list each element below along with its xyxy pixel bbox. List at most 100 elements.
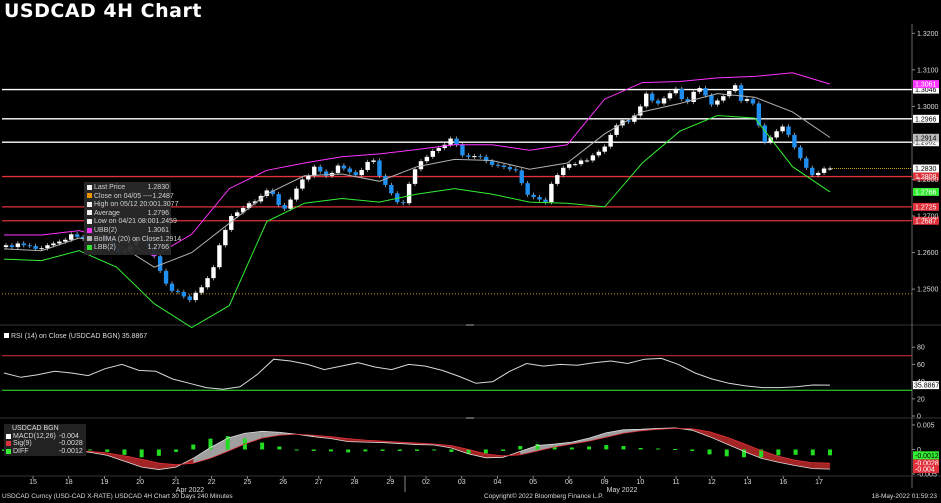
macd-signal-fill <box>107 452 125 462</box>
price-legend-value: 1.2796 <box>147 209 169 217</box>
bollinger-mid-line <box>3 93 831 268</box>
price-legend-row: UBB(2) 1.3061 <box>87 227 169 236</box>
candle-body <box>395 193 400 203</box>
price-tag <box>913 133 939 142</box>
candle-body <box>555 175 560 184</box>
macd-hist-bar <box>690 449 695 451</box>
macd-tag-label: -0.004 <box>915 467 935 474</box>
macd-hist-bar <box>174 449 179 452</box>
price-legend-value: 1.2766 <box>147 244 169 252</box>
candle-body <box>229 216 234 230</box>
macd-legend-value: -0.0012 <box>59 447 83 455</box>
price-tag-label: 1.2830 <box>915 166 937 173</box>
price-legend-label: Low on 04/21 08:00 <box>87 218 156 227</box>
candle-body <box>596 151 602 156</box>
macd-tag-label: -0.0012 <box>915 453 939 460</box>
candle-body <box>175 290 181 293</box>
candle-body <box>264 190 270 196</box>
candle-body <box>673 88 679 94</box>
candle-body <box>602 146 607 152</box>
price-legend-row: Low on 04/21 08:00 1.2459 <box>87 218 177 227</box>
candle-body <box>667 93 673 99</box>
candle-body <box>727 91 732 97</box>
y-tick-label: 1.2800 <box>917 177 939 184</box>
y-tick-label: 1.3200 <box>917 31 939 38</box>
x-tick-label: 10 <box>636 479 644 486</box>
x-tick-label: 21 <box>172 479 180 486</box>
candle-body <box>549 183 554 203</box>
candle-body <box>347 168 353 173</box>
price-legend-value: 1.2914 <box>159 235 182 243</box>
candle-body <box>15 243 21 248</box>
x-tick-label: 29 <box>386 479 394 486</box>
price-tag-label: 1.2808 <box>915 174 937 181</box>
macd-line <box>3 427 831 470</box>
candle-body <box>750 99 756 104</box>
macd-signal-fill <box>743 443 762 459</box>
candle-body <box>655 100 661 104</box>
price-legend-label-text: BollMA (20) on Close <box>94 235 160 243</box>
candle-body <box>519 170 524 184</box>
macd-legend-value: -0.0028 <box>59 440 83 448</box>
candle-body <box>590 155 596 161</box>
price-legend-value: 1.2459 <box>155 218 177 226</box>
candle-body <box>572 164 578 166</box>
macd-hist-bar <box>707 449 712 455</box>
macd-signal-fill <box>262 431 280 439</box>
candle-body <box>501 165 507 168</box>
x-month-label: May 2022 <box>607 487 638 494</box>
candle-body <box>644 93 649 107</box>
price-tag-label: 1.2914 <box>915 135 937 142</box>
price-legend-row: Average 1.2796 <box>87 210 169 219</box>
macd-tag-label: -0.0028 <box>915 461 939 468</box>
rsi-y-tick-label: 80 <box>917 345 925 352</box>
candle-body <box>537 197 542 200</box>
candle-body <box>39 248 44 250</box>
macd-signal-fill <box>537 444 555 451</box>
candle-body <box>798 147 803 159</box>
candle-body <box>614 125 619 135</box>
legend-swatch <box>6 433 11 439</box>
price-tag <box>913 138 939 147</box>
candle-body <box>371 160 376 162</box>
macd-signal-fill <box>554 442 572 447</box>
panel-resize-handle <box>466 324 474 326</box>
candle-body <box>608 134 613 147</box>
macd-tag <box>913 465 939 474</box>
candle-body <box>418 161 424 170</box>
macd-hist-bar <box>260 442 265 450</box>
x-tick-label: 15 <box>29 479 37 486</box>
candle-body <box>703 88 708 96</box>
rsi-y-tick-label: 20 <box>917 396 925 403</box>
rsi-y-tick-label: 60 <box>917 362 925 369</box>
macd-hist-bar <box>156 449 161 456</box>
candle-body <box>400 202 406 204</box>
macd-signal-fill <box>468 449 486 458</box>
candle-body <box>466 155 471 157</box>
macd-hist-bar <box>569 447 574 450</box>
candle-body <box>620 120 625 126</box>
x-tick-label: 13 <box>744 479 752 486</box>
price-legend-label: Last Price <box>87 184 125 193</box>
candle-body <box>584 160 590 162</box>
macd-hist-bar <box>432 449 437 451</box>
x-tick-label: 28 <box>351 479 359 486</box>
candle-body <box>157 256 163 271</box>
rsi-label-text: RSI (14) on Close (USDCAD BGN) 35.8867 <box>11 333 148 340</box>
candle-body <box>827 168 833 170</box>
candle-body <box>288 199 293 209</box>
macd-hist-bar <box>208 438 213 450</box>
macd-hist-bar <box>225 436 230 450</box>
candle-body <box>566 164 572 168</box>
macd-hist-bar <box>828 449 832 456</box>
legend-swatch <box>87 244 92 250</box>
candle-body <box>756 103 762 126</box>
candle-body <box>626 120 631 122</box>
candle-body <box>786 126 791 135</box>
candle-body <box>448 138 453 145</box>
legend-swatch <box>6 441 11 447</box>
candle-body <box>377 160 382 176</box>
candle-body <box>69 234 74 240</box>
macd-signal-fill <box>244 431 263 445</box>
candle-body <box>531 194 536 198</box>
